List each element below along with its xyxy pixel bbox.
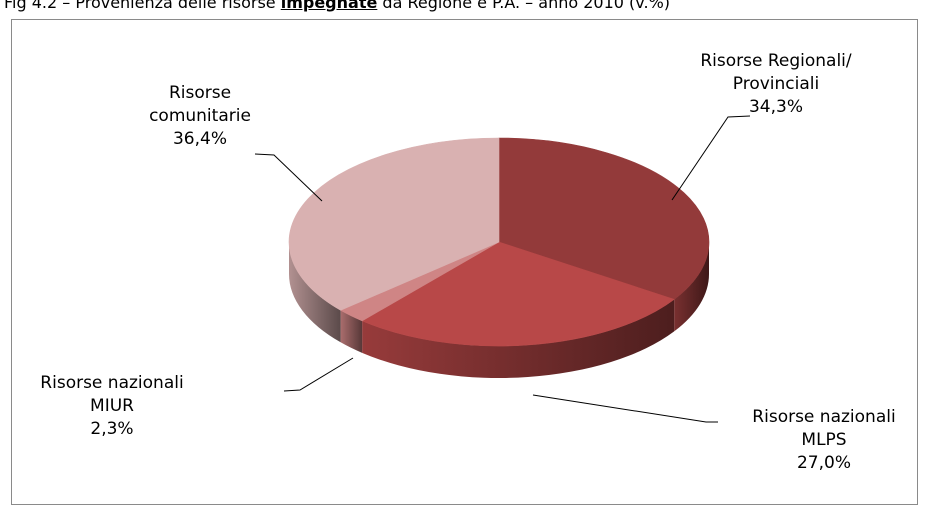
slice-name-label-3: Risorse [169,83,231,103]
slice-name-label-1: MLPS [801,430,846,450]
slice-label-3: Risorse comunitarie 36,4% [149,83,251,149]
pie-slice-side-1 [362,299,675,379]
slice-label-0: Risorse Regionali/Provinciali 34,3% [700,51,852,117]
slice-name-label-0: Provinciali [733,74,819,94]
slice-value-label-3: 36,4% [173,129,227,149]
slice-label-1: Risorse nazionali MLPS 27,0% [752,407,895,473]
chart-area: Risorse Regionali/Provinciali 34,3% Risors… [11,19,918,505]
slice-name-label-0: Risorse Regionali/ [700,51,852,71]
title-prefix: Fig 4.2 – Provenienza delle risorse [4,0,281,12]
slice-label-2: Risorse nazionali MIUR 2,3% [40,373,183,439]
pie-slice-side-2 [340,310,363,353]
slice-name-label-1: Risorse nazionali [752,407,895,427]
title-emphasis: impegnate [280,0,378,12]
slice-value-label-0: 34,3% [749,97,803,117]
slice-value-label-1: 27,0% [797,453,851,473]
pie-chart: Risorse Regionali/Provinciali 34,3%Risors… [40,51,895,473]
slice-name-label-3: comunitarie [149,106,251,126]
leader-line-0 [671,115,751,201]
pie-slice-1 [361,241,675,347]
pie-slice-3 [288,137,500,311]
pie-slice-side-0 [674,242,709,332]
slice-name-label-2: Risorse nazionali [40,373,183,393]
title-suffix: da Regione e P.A. – anno 2010 (v.%) [377,0,671,12]
leader-line-3 [254,153,323,202]
leader-line-2 [283,357,354,392]
leader-line-1 [532,394,718,423]
slice-name-label-2: MIUR [90,396,134,416]
slice-value-label-2: 2,3% [90,419,133,439]
figure-title: Fig 4.2 – Provenienza delle risorse impe… [4,0,670,12]
